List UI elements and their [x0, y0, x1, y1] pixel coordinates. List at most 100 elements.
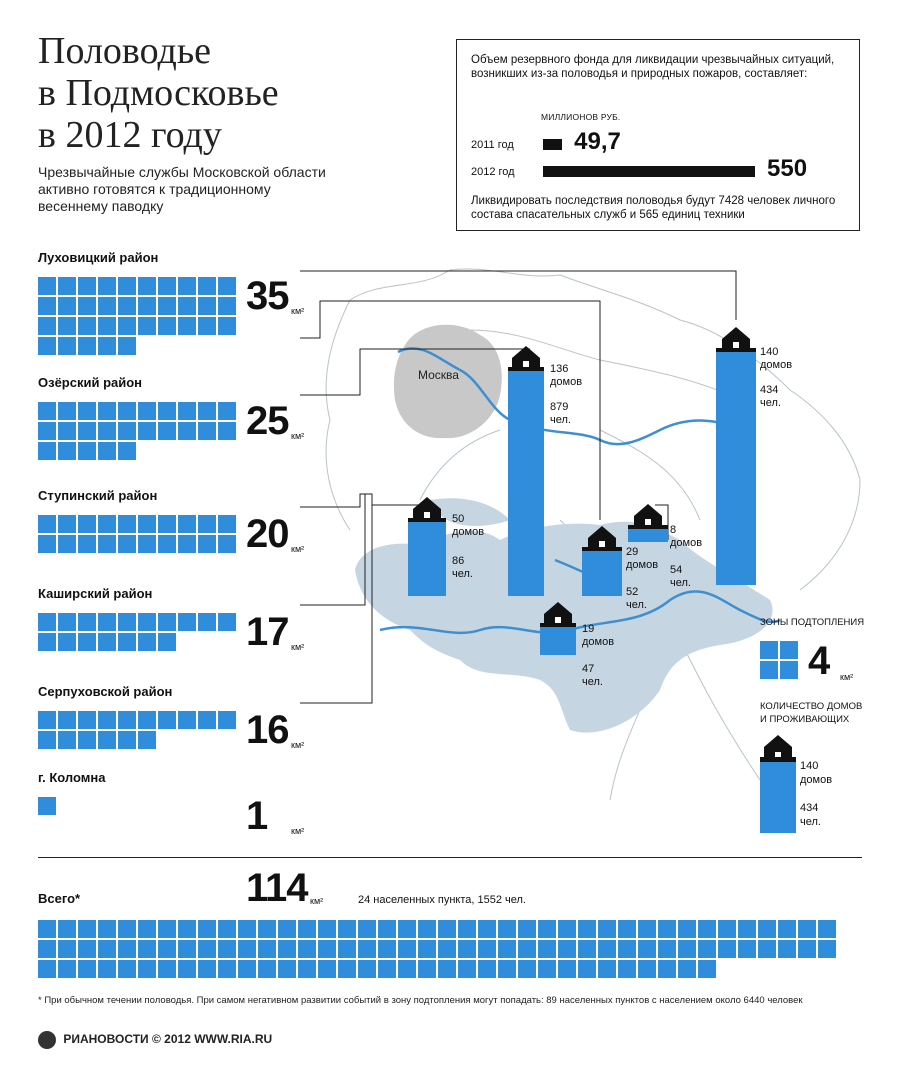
- total-area-cell: [198, 920, 216, 938]
- area-cell: [98, 402, 116, 420]
- legend-house-bar: [760, 735, 796, 833]
- house-bars: 136домов879чел.140домов434чел.50домов86ч…: [408, 327, 792, 688]
- flood-point-people-unit: чел.: [582, 676, 603, 688]
- fund-year-2012: 2012 год: [471, 166, 515, 178]
- total-area-cell: [478, 920, 496, 938]
- total-area-cell: [78, 960, 96, 978]
- legend-zones-value: 4: [808, 639, 831, 683]
- area-cell: [98, 711, 116, 729]
- area-cell: [178, 277, 196, 295]
- total-area-cell: [198, 940, 216, 958]
- total-area-cell: [258, 920, 276, 938]
- area-cell: [78, 317, 96, 335]
- flood-point-people-unit: чел.: [452, 568, 473, 580]
- people-bar: [540, 626, 576, 655]
- district-area-unit: км²: [291, 306, 305, 316]
- subtitle: Чрезвычайные службы Московской области а…: [38, 164, 326, 214]
- legend-people: 434 чел.: [800, 801, 821, 829]
- total-area-cell: [98, 920, 116, 938]
- house-door: [424, 512, 430, 521]
- area-cell: [58, 535, 76, 553]
- area-cell: [78, 297, 96, 315]
- flood-point-houses-unit: домов: [452, 526, 484, 538]
- total-area-cell: [38, 920, 56, 938]
- area-cell: [58, 277, 76, 295]
- total-area-cell: [138, 920, 156, 938]
- total-area-cell: [278, 920, 296, 938]
- total-area-cell: [818, 940, 836, 958]
- total-area-cell: [538, 940, 556, 958]
- area-cell: [178, 402, 196, 420]
- total-area-cell: [378, 940, 396, 958]
- district-area-grid: [38, 797, 238, 815]
- area-cell: [218, 711, 236, 729]
- area-cell: [198, 297, 216, 315]
- credit: РИАНОВОСТИ © 2012 WWW.RIA.RU: [38, 1031, 272, 1049]
- flood-point-people-unit: чел.: [626, 599, 647, 611]
- total-area-cell: [58, 940, 76, 958]
- total-area-cell: [338, 960, 356, 978]
- area-cell: [198, 711, 216, 729]
- divider: [38, 857, 862, 858]
- flood-point-people: 54: [670, 564, 682, 576]
- area-cell: [138, 731, 156, 749]
- total-area-cell: [78, 940, 96, 958]
- leader-lines: [300, 270, 737, 704]
- footnote: * При обычном течении половодья. При сам…: [38, 995, 803, 1006]
- house-door: [775, 752, 781, 761]
- flood-point-houses-unit: домов: [582, 636, 614, 648]
- page-title: Половодье в Подмосковье в 2012 году: [38, 30, 368, 156]
- area-cell: [58, 317, 76, 335]
- total-area-cell: [798, 940, 816, 958]
- total-area-cell: [598, 960, 616, 978]
- total-area-cell: [598, 940, 616, 958]
- district-area-value: 17: [246, 610, 289, 654]
- region-map: Москва 136домов879чел.140домов434чел.50д…: [300, 268, 861, 801]
- area-cell: [198, 422, 216, 440]
- area-cell: [178, 317, 196, 335]
- area-cell: [158, 613, 176, 631]
- legend-count-label: КОЛИЧЕСТВО ДОМОВ И ПРОЖИВАЮЩИХ: [760, 701, 863, 725]
- fund-year-2011: 2011 год: [471, 139, 514, 151]
- legend-zones-label: ЗОНЫ ПОДТОПЛЕНИЯ: [760, 617, 865, 628]
- house-base: [716, 348, 756, 352]
- area-cell: [218, 297, 236, 315]
- flood-point-houses-unit: домов: [670, 537, 702, 549]
- area-cell: [98, 613, 116, 631]
- total-area-cell: [518, 960, 536, 978]
- area-cell: [38, 515, 56, 533]
- total-area-cell: [158, 940, 176, 958]
- people-bar: [408, 521, 446, 596]
- area-cell: [178, 297, 196, 315]
- area-cell: [138, 402, 156, 420]
- area-cell: [38, 422, 56, 440]
- house-icon: [413, 497, 441, 521]
- area-cell: [158, 297, 176, 315]
- area-cell: [118, 633, 136, 651]
- total-area-cell: [598, 920, 616, 938]
- district-area-grid: [38, 402, 238, 460]
- legend-zones-grid: [760, 641, 798, 679]
- legend-zone-cell: [760, 641, 778, 659]
- district-area-unit: км²: [291, 826, 305, 836]
- flood-point-people-unit: чел.: [550, 414, 571, 426]
- total-area-cell: [438, 960, 456, 978]
- area-cell: [118, 422, 136, 440]
- total-area-cell: [638, 920, 656, 938]
- total-area-cell: [618, 920, 636, 938]
- area-cell: [78, 633, 96, 651]
- total-area-cell: [158, 960, 176, 978]
- area-cell: [218, 535, 236, 553]
- total-area-cell: [718, 940, 736, 958]
- area-cell: [38, 337, 56, 355]
- area-cell: [38, 613, 56, 631]
- area-cell: [118, 515, 136, 533]
- area-cell: [38, 797, 56, 815]
- house-icon: [512, 346, 540, 370]
- total-area-cell: [358, 960, 376, 978]
- total-area-cell: [538, 920, 556, 938]
- area-cell: [38, 277, 56, 295]
- legend-bar: [760, 761, 796, 833]
- total-area-cell: [558, 960, 576, 978]
- total-area-cell: [558, 940, 576, 958]
